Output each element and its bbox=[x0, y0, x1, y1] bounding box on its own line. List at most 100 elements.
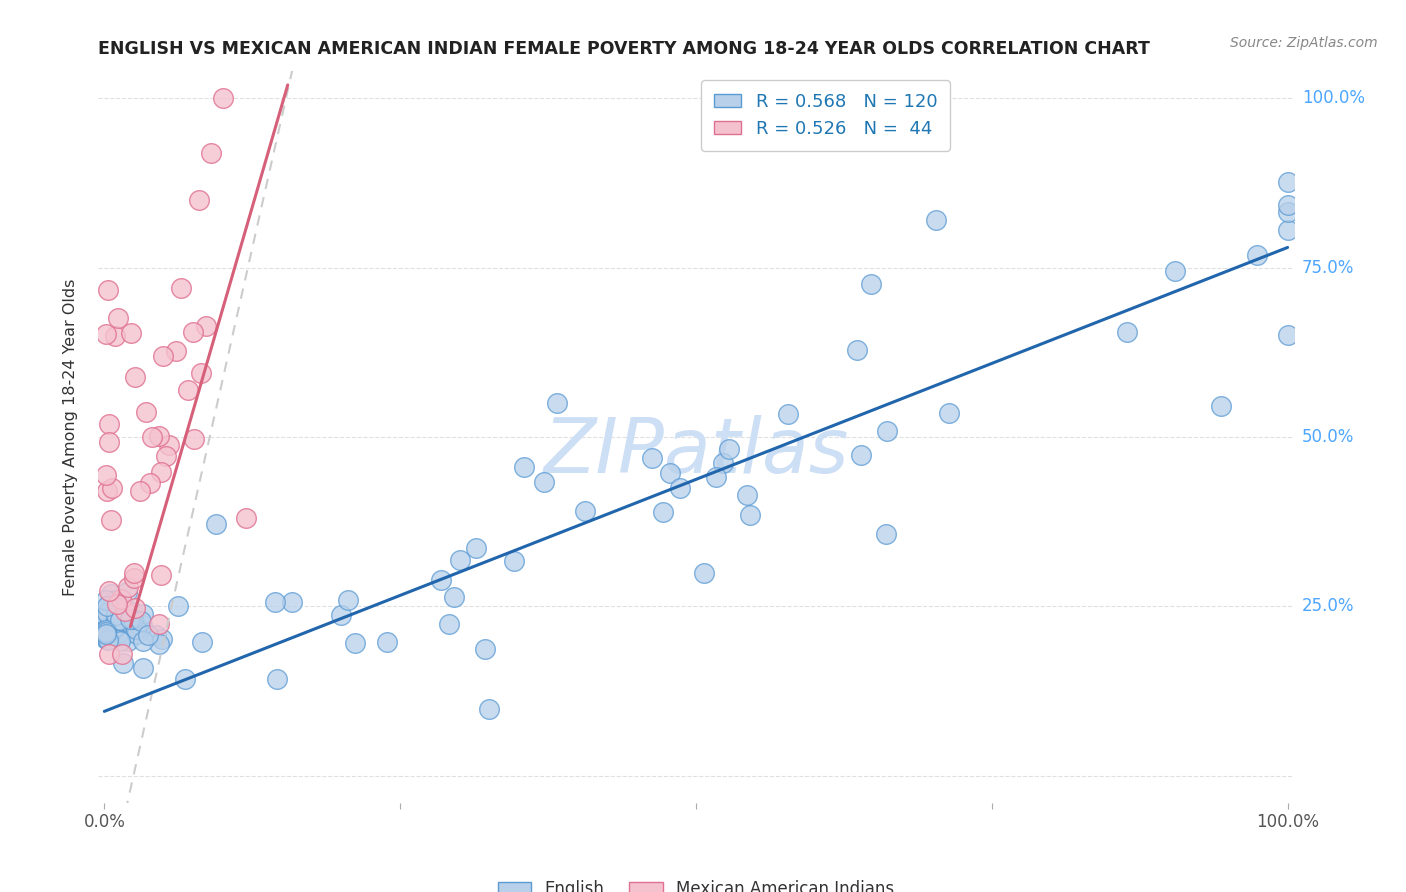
Point bbox=[574, 504, 596, 518]
Point bbox=[98, 618, 121, 632]
Point bbox=[1277, 223, 1299, 237]
Point bbox=[150, 567, 173, 582]
Point bbox=[449, 553, 471, 567]
Point bbox=[103, 630, 125, 644]
Point bbox=[129, 614, 152, 628]
Point bbox=[148, 637, 170, 651]
Point bbox=[711, 456, 734, 470]
Point bbox=[177, 383, 200, 397]
Point bbox=[111, 615, 134, 629]
Point bbox=[150, 466, 173, 480]
Text: 75.0%: 75.0% bbox=[1302, 259, 1354, 277]
Point bbox=[94, 627, 117, 641]
Point bbox=[125, 619, 148, 633]
Text: ZIPatlas: ZIPatlas bbox=[543, 415, 849, 489]
Point bbox=[125, 627, 148, 641]
Point bbox=[136, 628, 159, 642]
Point bbox=[104, 329, 127, 343]
Point bbox=[117, 580, 139, 594]
Text: 100.0%: 100.0% bbox=[1302, 89, 1365, 107]
Point bbox=[94, 629, 117, 643]
Point bbox=[98, 417, 121, 431]
Point bbox=[120, 612, 142, 626]
Point bbox=[1277, 204, 1299, 219]
Point bbox=[330, 608, 353, 623]
Point bbox=[124, 571, 146, 585]
Point bbox=[108, 633, 131, 648]
Point bbox=[115, 584, 138, 599]
Point bbox=[235, 511, 257, 525]
Point bbox=[264, 595, 287, 609]
Point bbox=[717, 442, 740, 456]
Point bbox=[443, 590, 465, 604]
Point bbox=[94, 613, 117, 627]
Point bbox=[112, 656, 135, 670]
Point bbox=[925, 213, 948, 227]
Point bbox=[108, 612, 131, 626]
Point bbox=[668, 482, 690, 496]
Point bbox=[108, 610, 131, 624]
Point bbox=[128, 484, 150, 499]
Point bbox=[188, 193, 211, 207]
Point bbox=[860, 277, 883, 292]
Point bbox=[375, 635, 398, 649]
Point bbox=[98, 435, 121, 450]
Point bbox=[96, 606, 118, 620]
Point bbox=[105, 597, 128, 611]
Point bbox=[174, 672, 197, 686]
Point bbox=[148, 429, 170, 443]
Text: ENGLISH VS MEXICAN AMERICAN INDIAN FEMALE POVERTY AMONG 18-24 YEAR OLDS CORRELAT: ENGLISH VS MEXICAN AMERICAN INDIAN FEMAL… bbox=[98, 40, 1150, 58]
Text: 50.0%: 50.0% bbox=[1302, 428, 1354, 446]
Point bbox=[159, 438, 181, 452]
Point bbox=[128, 623, 150, 637]
Point bbox=[145, 628, 167, 642]
Point bbox=[204, 516, 226, 531]
Point bbox=[152, 349, 174, 363]
Point bbox=[195, 318, 218, 333]
Point bbox=[107, 629, 129, 643]
Point bbox=[735, 487, 758, 501]
Point bbox=[200, 145, 222, 160]
Point bbox=[94, 326, 117, 341]
Point bbox=[281, 595, 304, 609]
Text: 25.0%: 25.0% bbox=[1302, 598, 1354, 615]
Point bbox=[1277, 198, 1299, 212]
Point bbox=[100, 601, 122, 615]
Point bbox=[120, 613, 142, 627]
Point bbox=[851, 448, 873, 462]
Point bbox=[546, 396, 568, 410]
Point bbox=[94, 592, 117, 607]
Point bbox=[103, 615, 125, 629]
Point bbox=[1164, 264, 1187, 278]
Point bbox=[925, 131, 948, 145]
Point bbox=[107, 629, 129, 643]
Point bbox=[1116, 325, 1139, 339]
Point bbox=[94, 627, 117, 641]
Point bbox=[94, 467, 117, 482]
Point bbox=[97, 605, 120, 619]
Legend: English, Mexican American Indians: English, Mexican American Indians bbox=[491, 873, 901, 892]
Point bbox=[692, 566, 714, 581]
Point bbox=[96, 621, 118, 635]
Point bbox=[96, 611, 118, 625]
Point bbox=[125, 623, 148, 637]
Point bbox=[94, 629, 117, 643]
Point bbox=[533, 475, 555, 489]
Point bbox=[112, 614, 135, 628]
Point bbox=[115, 626, 138, 640]
Point bbox=[167, 599, 190, 613]
Point bbox=[107, 311, 129, 326]
Point bbox=[101, 481, 124, 495]
Point bbox=[112, 608, 135, 623]
Point bbox=[94, 623, 117, 637]
Point bbox=[124, 369, 146, 384]
Point bbox=[131, 618, 153, 632]
Point bbox=[641, 451, 664, 466]
Point bbox=[776, 407, 799, 421]
Point bbox=[141, 430, 163, 444]
Point bbox=[132, 661, 155, 675]
Point bbox=[110, 616, 132, 631]
Point bbox=[1277, 328, 1299, 343]
Point bbox=[100, 586, 122, 600]
Point bbox=[465, 541, 488, 555]
